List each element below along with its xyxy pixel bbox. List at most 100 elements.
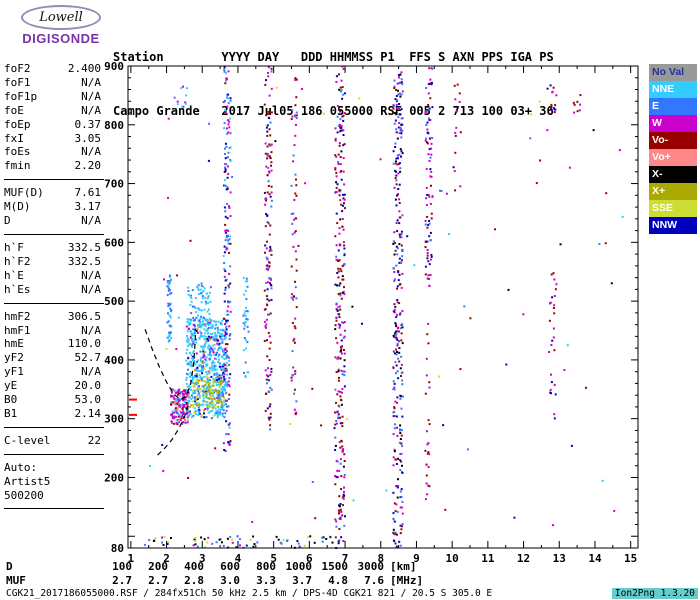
param-row: M(D) 3.17	[4, 200, 101, 214]
param-value: N/A	[81, 268, 101, 282]
param-value: 332.5	[67, 254, 101, 268]
dmuf-value: 1500	[321, 560, 349, 573]
legend-item-NNW: NNW	[649, 217, 697, 234]
param-value: 52.7	[74, 351, 102, 365]
param-label: foE	[4, 103, 24, 117]
legend-item-X-: X-	[649, 166, 697, 183]
param-separator	[4, 508, 104, 510]
param-label: 500200	[4, 488, 44, 502]
svg-text:9: 9	[413, 552, 420, 565]
param-row: h`E N/A	[4, 269, 101, 283]
legend-item-X+: X+	[649, 183, 697, 200]
logo-digisonde-text: DIGISONDE	[22, 31, 100, 46]
param-row: B1 2.14	[4, 407, 101, 421]
dmuf-unit: [km]	[390, 560, 417, 573]
param-label: D	[4, 214, 11, 228]
param-label: Auto:	[4, 460, 38, 474]
station-header: Station YYYY DAY DDD HHMMSS P1 FFS S AXN…	[113, 12, 554, 156]
param-row: Artist5	[4, 475, 101, 489]
svg-text:7: 7	[342, 552, 349, 565]
svg-text:600: 600	[104, 236, 124, 249]
param-label: h`E	[4, 268, 24, 282]
param-value: 22	[87, 433, 101, 447]
dmuf-value: 200	[148, 560, 168, 573]
logo-lowell-text: Lowell	[39, 10, 83, 25]
param-value: 2.400	[67, 62, 101, 75]
param-row: foF1 N/A	[4, 76, 101, 90]
dmuf-value: 2.8	[184, 573, 204, 587]
dmuf-row-d: D 100 200 400 600 800 1000 1500 3000 [km]	[6, 560, 423, 574]
param-row: MUF(D) 7.61	[4, 186, 101, 200]
svg-text:5: 5	[270, 552, 277, 565]
param-label: hmE	[4, 337, 24, 351]
param-label: foEp	[4, 117, 31, 131]
param-row: Auto:	[4, 461, 101, 475]
param-label: foF1	[4, 75, 31, 89]
param-label: yF2	[4, 351, 24, 365]
svg-text:500: 500	[104, 295, 124, 308]
param-label: M(D)	[4, 200, 31, 214]
legend-item-NNE: NNE	[649, 81, 697, 98]
svg-text:15: 15	[624, 552, 637, 565]
dmuf-value: 7.6	[364, 573, 384, 587]
param-row: h`Es N/A	[4, 283, 101, 297]
param-value: 332.5	[67, 240, 101, 254]
param-value: N/A	[81, 103, 101, 117]
svg-text:12: 12	[517, 552, 530, 565]
param-row: h`F 332.5	[4, 241, 101, 255]
svg-text:6: 6	[306, 552, 313, 565]
param-row: h`F2 332.5	[4, 255, 101, 269]
status-text: CGK21_2017186055000.RSF / 284fx51Ch 50 k…	[6, 587, 493, 599]
param-row: foF1p N/A	[4, 90, 101, 104]
param-label: B0	[4, 393, 18, 407]
param-value: N/A	[81, 75, 101, 89]
digisonde-logo: Lowell DIGISONDE	[10, 5, 112, 46]
plot-border	[127, 65, 639, 549]
param-label: yE	[4, 379, 18, 393]
param-row: foEp 0.37	[4, 118, 101, 132]
legend-item-SSE: SSE	[649, 200, 697, 217]
axis-markers	[129, 398, 137, 416]
axis-ticks	[128, 65, 638, 549]
param-row: hmF2 306.5	[4, 310, 101, 324]
dmuf-row-label: D	[6, 560, 13, 573]
param-label: yF1	[4, 365, 24, 379]
param-label: foF2	[4, 62, 31, 75]
param-separator	[4, 302, 104, 304]
param-row: foF2 2.400	[4, 62, 101, 76]
param-value: 306.5	[67, 309, 101, 323]
param-separator	[4, 453, 104, 455]
param-value: N/A	[81, 323, 101, 337]
param-row: fmin 2.20	[4, 159, 101, 173]
param-label: foEs	[4, 145, 31, 159]
dmuf-value: 600	[220, 560, 240, 573]
param-panel: foF2 2.400 foF1 N/A foF1p N/A foE N/A foEp 0.37 fx…	[4, 62, 104, 515]
svg-text:14: 14	[588, 552, 602, 565]
param-label: hmF2	[4, 309, 31, 323]
svg-text:900: 900	[104, 60, 124, 73]
param-row: yF2 52.7	[4, 351, 101, 365]
param-value: 2.14	[74, 406, 102, 420]
param-label: C-level	[4, 433, 51, 447]
param-value: 53.0	[74, 393, 102, 407]
param-value: N/A	[81, 365, 101, 379]
dmuf-table: D 100 200 400 600 800 1000 1500 3000 [km] MUF 2.7 2.…	[6, 560, 423, 587]
param-separator	[4, 426, 104, 428]
param-row: hmE 110.0	[4, 337, 101, 351]
param-value: 110.0	[67, 337, 101, 351]
dmuf-value: 400	[184, 560, 204, 573]
dmuf-value: 2.7	[148, 573, 168, 587]
param-label: h`F	[4, 240, 24, 254]
param-label: MUF(D)	[4, 186, 44, 200]
dmuf-value: 4.8	[328, 573, 348, 587]
param-label: B1	[4, 406, 18, 420]
param-row: D N/A	[4, 214, 101, 228]
param-label: Artist5	[4, 474, 51, 488]
dmuf-value: 2.7	[112, 573, 132, 587]
dmuf-value: 3.0	[220, 573, 240, 587]
dmuf-value: 3.7	[292, 573, 312, 587]
svg-text:800: 800	[104, 119, 124, 132]
legend-item-NoVal: No Val	[649, 64, 697, 81]
